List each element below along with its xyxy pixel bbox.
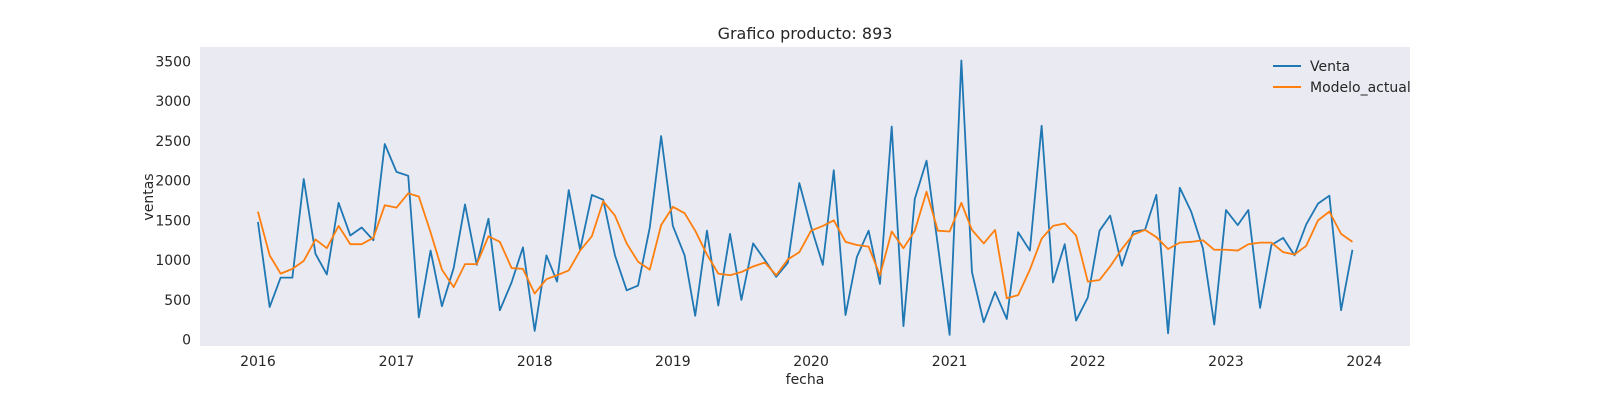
y-tick-label: 1500 [155, 213, 191, 229]
series-line-modelo_actual [257, 190, 1353, 300]
x-tick-label: 2018 [517, 354, 553, 370]
x-axis-ticks: 2016 2017 2018 2019 2020 2021 2022 2023 2024 [240, 354, 1382, 370]
y-axis-label: ventas [141, 173, 157, 220]
x-tick-label: 2022 [1070, 354, 1106, 370]
y-tick-label: 500 [164, 293, 191, 309]
x-tick-label: 2016 [240, 354, 276, 370]
y-tick-label: 0 [182, 333, 191, 349]
x-tick-label: 2017 [379, 354, 415, 370]
chart-title: Grafico producto: 893 [718, 24, 893, 43]
legend-label: Venta [1310, 59, 1350, 75]
y-tick-label: 3000 [155, 94, 191, 110]
x-tick-label: 2023 [1208, 354, 1244, 370]
legend: Venta Modelo_actual [1273, 59, 1411, 96]
legend-label: Modelo_actual [1310, 80, 1411, 96]
y-tick-label: 2000 [155, 174, 191, 190]
y-tick-label: 2500 [155, 134, 191, 150]
x-tick-label: 2024 [1346, 354, 1382, 370]
y-tick-label: 1000 [155, 253, 191, 269]
x-tick-label: 2020 [793, 354, 829, 370]
y-tick-label: 3500 [155, 54, 191, 70]
plot-area [200, 47, 1410, 346]
x-axis-label: fecha [786, 372, 825, 388]
series-lines [257, 59, 1354, 336]
y-axis-ticks: 0 500 1000 1500 2000 2500 3000 3500 [155, 54, 191, 348]
series-line-venta [257, 59, 1354, 336]
x-tick-label: 2019 [655, 354, 691, 370]
x-tick-label: 2021 [932, 354, 968, 370]
